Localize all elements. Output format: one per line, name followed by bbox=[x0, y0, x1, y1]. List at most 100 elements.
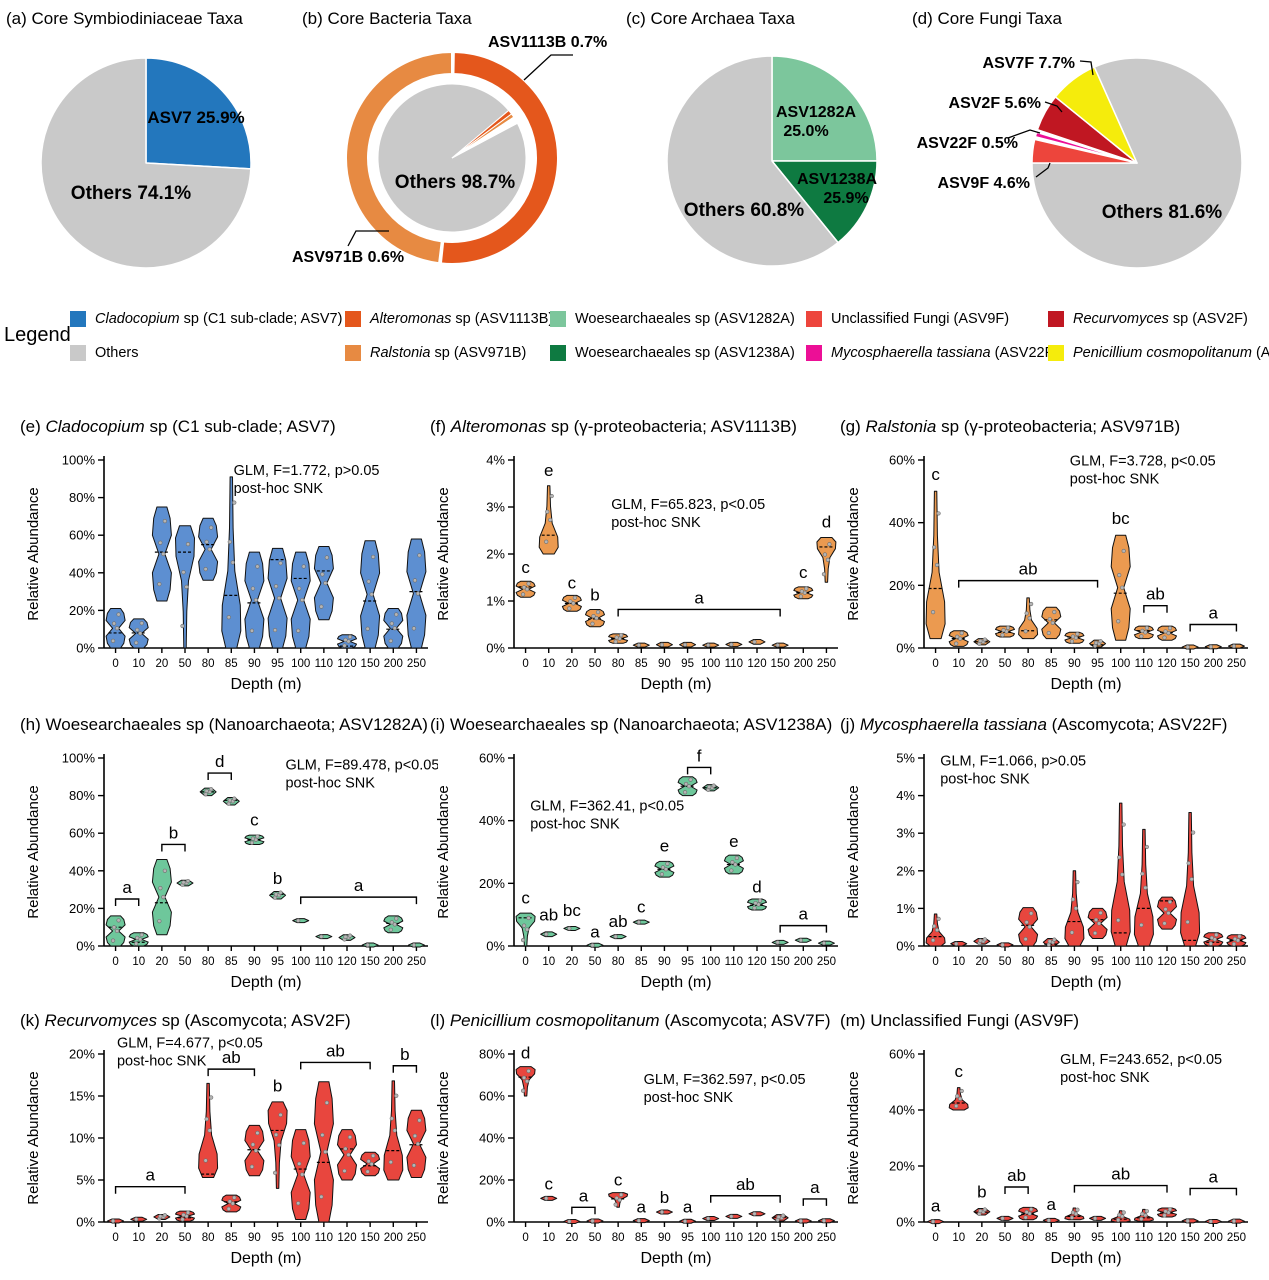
data-point bbox=[982, 637, 987, 642]
data-point bbox=[1024, 611, 1029, 616]
violin-l-150 bbox=[771, 1213, 789, 1222]
y-tick-label: 20% bbox=[889, 578, 915, 593]
sig-letter: e bbox=[660, 837, 669, 856]
y-tick-label: 4% bbox=[486, 453, 505, 468]
violin-h-150 bbox=[361, 942, 379, 948]
data-point bbox=[798, 938, 803, 943]
legend-item-label: Alteromonas sp (ASV1113B) bbox=[370, 311, 554, 327]
sig-letter: c bbox=[544, 1175, 553, 1194]
data-point bbox=[1070, 897, 1076, 902]
data-point bbox=[139, 932, 144, 937]
data-point bbox=[324, 555, 329, 560]
x-tick-label: 250 bbox=[1227, 658, 1246, 670]
x-axis-label: Depth (m) bbox=[230, 974, 301, 991]
data-point bbox=[1070, 634, 1076, 639]
sig-letter: c bbox=[931, 465, 940, 484]
violin-g-90 bbox=[1064, 631, 1085, 644]
violin-j-95 bbox=[1087, 907, 1108, 939]
violin-g-95 bbox=[1089, 639, 1107, 648]
data-point bbox=[411, 1163, 417, 1168]
data-point bbox=[1116, 619, 1121, 624]
violin-k-95 bbox=[267, 1101, 288, 1189]
x-tick-label: 100 bbox=[701, 658, 720, 670]
data-point bbox=[319, 934, 324, 939]
violin-l-110 bbox=[725, 1213, 743, 1219]
violin-j-80 bbox=[1018, 907, 1039, 947]
data-point bbox=[1139, 634, 1144, 639]
y-axis-label: Relative Abundance bbox=[25, 1071, 42, 1204]
data-point bbox=[682, 642, 688, 647]
data-point bbox=[1208, 644, 1213, 649]
data-point bbox=[682, 1219, 688, 1224]
violin-g-110 bbox=[1133, 625, 1154, 640]
violin-i-20 bbox=[563, 925, 581, 931]
data-point bbox=[524, 927, 530, 932]
data-point bbox=[1001, 628, 1006, 633]
sig-letter: a bbox=[694, 588, 704, 607]
violin-title-k: (k) Recurvomyces sp (Ascomycota; ASV2F) bbox=[20, 1011, 351, 1030]
data-point bbox=[688, 777, 693, 782]
data-point bbox=[804, 586, 809, 591]
pie-title-d: (d) Core Fungi Taxa bbox=[912, 9, 1062, 28]
violin-j-50 bbox=[996, 942, 1014, 948]
y-tick-label: 20% bbox=[69, 901, 95, 916]
violin-k-150 bbox=[360, 1151, 381, 1177]
donut-b-ring-ASV1113B bbox=[439, 50, 559, 265]
data-point bbox=[1140, 628, 1145, 633]
data-point bbox=[936, 916, 941, 921]
violin-e-150 bbox=[360, 540, 381, 649]
x-tick-label: 10 bbox=[952, 658, 965, 670]
data-point bbox=[591, 613, 596, 619]
data-point bbox=[757, 898, 763, 903]
violin-f-20 bbox=[561, 594, 582, 612]
violin-h-0 bbox=[105, 915, 126, 947]
sig-letter: ab bbox=[736, 1175, 755, 1194]
stats-annotation-2: post-hoc SNK bbox=[611, 515, 701, 531]
data-point bbox=[775, 643, 780, 648]
stats-annotation-2: post-hoc SNK bbox=[1070, 472, 1160, 488]
data-point bbox=[232, 796, 237, 801]
x-tick-label: 20 bbox=[155, 956, 168, 968]
violin-f-110 bbox=[725, 641, 743, 648]
data-point bbox=[417, 553, 422, 558]
data-point bbox=[571, 601, 576, 606]
y-axis-label: Relative Abundance bbox=[435, 1071, 452, 1204]
legend-item: Penicillium cosmopolitanum (ASV7F) bbox=[1048, 344, 1269, 362]
y-tick-label: 40% bbox=[69, 565, 95, 580]
callout-label: ASV7F 7.7% bbox=[983, 55, 1075, 72]
x-axis-label: Depth (m) bbox=[230, 1250, 301, 1267]
data-point bbox=[415, 1141, 421, 1146]
data-point bbox=[207, 1128, 212, 1133]
x-tick-label: 150 bbox=[1181, 956, 1200, 968]
data-point bbox=[250, 1142, 256, 1147]
y-tick-label: 0% bbox=[896, 939, 915, 954]
data-point bbox=[1121, 548, 1126, 554]
violin-h-90 bbox=[244, 834, 265, 845]
legend-item: Alteromonas sp (ASV1113B) bbox=[345, 310, 553, 328]
x-tick-label: 90 bbox=[1068, 956, 1081, 968]
x-tick-label: 20 bbox=[155, 658, 168, 670]
data-point bbox=[978, 1208, 983, 1214]
violin-e-250 bbox=[406, 538, 427, 649]
violin-h-80 bbox=[199, 787, 217, 797]
data-point bbox=[389, 1116, 394, 1121]
violin-svg-m: (m) Unclassified Fungi (ASV9F) 0% 20% 40% 60… bbox=[840, 1011, 1248, 1267]
stats-annotation: GLM, F=362.41, p<0.05 bbox=[530, 799, 684, 815]
violin-m-85 bbox=[1042, 1217, 1060, 1223]
violin-g-150 bbox=[1181, 644, 1199, 650]
x-tick-label: 110 bbox=[725, 1232, 743, 1244]
stats-annotation: GLM, F=1.066, p>0.05 bbox=[940, 754, 1086, 770]
data-point bbox=[134, 941, 139, 946]
data-point bbox=[521, 585, 527, 590]
data-point bbox=[663, 867, 669, 872]
sig-letter: a bbox=[799, 905, 809, 924]
y-tick-label: 60% bbox=[479, 751, 505, 766]
violin-g-10 bbox=[948, 630, 969, 647]
data-point bbox=[324, 1100, 329, 1105]
violin-shape bbox=[1204, 644, 1222, 650]
data-point bbox=[347, 634, 353, 639]
data-point bbox=[659, 1209, 665, 1215]
sig-letter: a bbox=[146, 1166, 156, 1185]
data-point bbox=[272, 1170, 278, 1175]
data-point bbox=[978, 938, 983, 943]
